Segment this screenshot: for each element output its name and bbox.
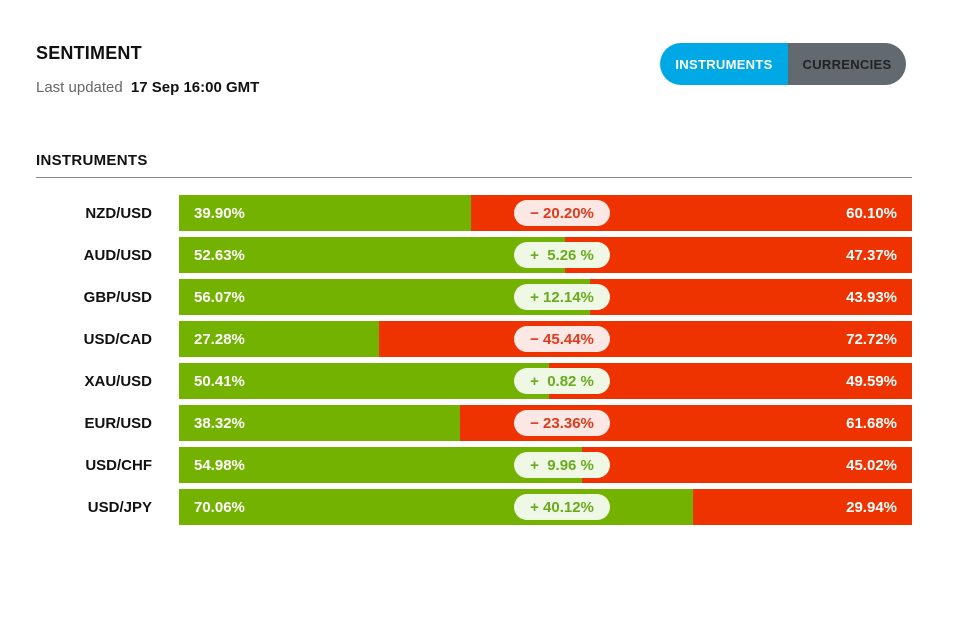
short-percent: 43.93% bbox=[846, 288, 897, 306]
instrument-symbol: USD/CHF bbox=[85, 456, 152, 474]
sentiment-row[interactable]: USD/CHF 54.98% + 9.96 % 45.02% bbox=[0, 447, 955, 483]
long-percent: 50.41% bbox=[194, 372, 245, 390]
short-percent: 60.10% bbox=[846, 204, 897, 222]
sentiment-bar: 39.90% − 20.20% 60.10% bbox=[179, 195, 912, 231]
change-pill: + 9.96 % bbox=[514, 452, 610, 478]
instrument-symbol: USD/JPY bbox=[87, 498, 152, 516]
short-percent: 72.72% bbox=[846, 330, 897, 348]
sentiment-bar: 50.41% + 0.82 % 49.59% bbox=[179, 363, 912, 399]
last-updated: Last updated 17 Sep 16:00 GMT bbox=[36, 79, 259, 96]
sentiment-row[interactable]: XAU/USD 50.41% + 0.82 % 49.59% bbox=[0, 363, 955, 399]
change-pill: + 12.14% bbox=[514, 284, 610, 310]
sentiment-row[interactable]: EUR/USD 38.32% − 23.36% 61.68% bbox=[0, 405, 955, 441]
change-pill: − 23.36% bbox=[514, 410, 610, 436]
short-percent: 29.94% bbox=[846, 498, 897, 516]
long-fill bbox=[179, 195, 472, 231]
instrument-symbol: AUD/USD bbox=[83, 246, 152, 264]
long-fill bbox=[179, 405, 460, 441]
instrument-symbol: EUR/USD bbox=[84, 414, 152, 432]
sentiment-bar: 52.63% + 5.26 % 47.37% bbox=[179, 237, 912, 273]
long-percent: 54.98% bbox=[194, 456, 245, 474]
sentiment-row[interactable]: USD/JPY 70.06% + 40.12% 29.94% bbox=[0, 489, 955, 525]
long-percent: 38.32% bbox=[194, 414, 245, 432]
sentiment-row[interactable]: GBP/USD 56.07% + 12.14% 43.93% bbox=[0, 279, 955, 315]
change-pill: + 0.82 % bbox=[514, 368, 610, 394]
last-updated-time: 17 Sep 16:00 GMT bbox=[130, 79, 260, 96]
sentiment-bar: 54.98% + 9.96 % 45.02% bbox=[179, 447, 912, 483]
instruments-tab[interactable]: INSTRUMENTS bbox=[660, 43, 788, 85]
instrument-symbol: XAU/USD bbox=[84, 372, 152, 390]
section-title: INSTRUMENTS bbox=[36, 152, 148, 169]
long-percent: 27.28% bbox=[194, 330, 245, 348]
section-divider bbox=[36, 177, 912, 178]
instrument-symbol: NZD/USD bbox=[85, 204, 152, 222]
sentiment-bar: 70.06% + 40.12% 29.94% bbox=[179, 489, 912, 525]
long-fill bbox=[179, 237, 565, 273]
currencies-tab[interactable]: CURRENCIES bbox=[788, 43, 906, 85]
change-pill: + 40.12% bbox=[514, 494, 610, 520]
sentiment-bar: 56.07% + 12.14% 43.93% bbox=[179, 279, 912, 315]
long-fill bbox=[179, 489, 693, 525]
sentiment-table: NZD/USD 39.90% − 20.20% 60.10% AUD/USD 5… bbox=[0, 195, 955, 531]
change-pill: + 5.26 % bbox=[514, 242, 610, 268]
sentiment-bar: 27.28% − 45.44% 72.72% bbox=[179, 321, 912, 357]
sentiment-bar: 38.32% − 23.36% 61.68% bbox=[179, 405, 912, 441]
long-fill bbox=[179, 321, 379, 357]
long-fill bbox=[179, 363, 549, 399]
short-percent: 61.68% bbox=[846, 414, 897, 432]
last-updated-label: Last updated bbox=[36, 79, 123, 96]
long-percent: 52.63% bbox=[194, 246, 245, 264]
short-percent: 47.37% bbox=[846, 246, 897, 264]
long-percent: 56.07% bbox=[194, 288, 245, 306]
change-pill: − 20.20% bbox=[514, 200, 610, 226]
sentiment-row[interactable]: USD/CAD 27.28% − 45.44% 72.72% bbox=[0, 321, 955, 357]
long-percent: 39.90% bbox=[194, 204, 245, 222]
sentiment-row[interactable]: NZD/USD 39.90% − 20.20% 60.10% bbox=[0, 195, 955, 231]
sentiment-row[interactable]: AUD/USD 52.63% + 5.26 % 47.37% bbox=[0, 237, 955, 273]
instrument-symbol: USD/CAD bbox=[83, 330, 152, 348]
short-percent: 49.59% bbox=[846, 372, 897, 390]
instrument-symbol: GBP/USD bbox=[83, 288, 152, 306]
view-toggle: INSTRUMENTS CURRENCIES bbox=[660, 43, 906, 85]
page-title: SENTIMENT bbox=[36, 43, 142, 63]
short-percent: 45.02% bbox=[846, 456, 897, 474]
long-percent: 70.06% bbox=[194, 498, 245, 516]
change-pill: − 45.44% bbox=[514, 326, 610, 352]
